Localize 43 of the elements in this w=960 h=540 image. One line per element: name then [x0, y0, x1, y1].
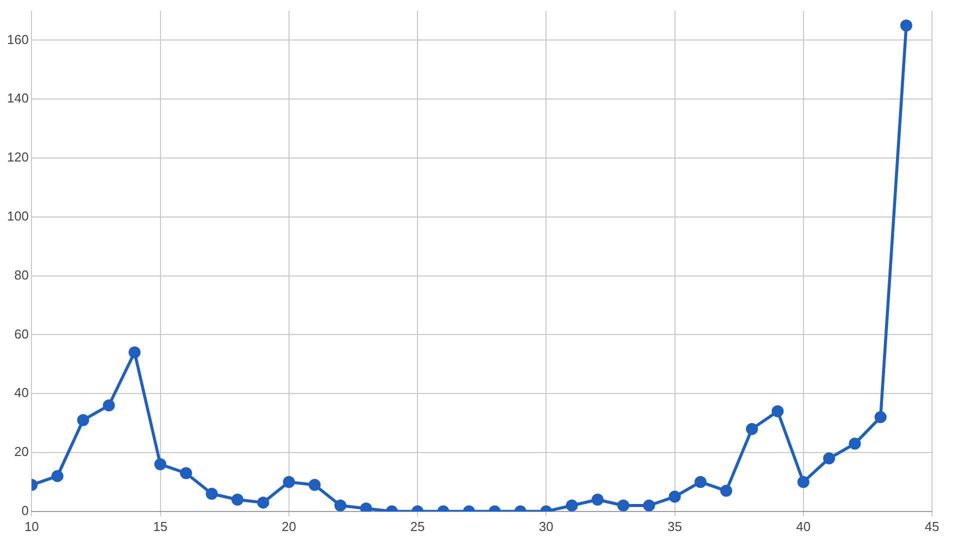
point — [848, 438, 861, 450]
x-tick-label: 35 — [668, 518, 682, 534]
point — [282, 476, 295, 488]
point — [257, 496, 270, 509]
point — [900, 20, 912, 32]
y-tick-label: 140 — [6, 90, 29, 106]
point — [592, 494, 604, 506]
point — [746, 422, 758, 435]
point — [823, 452, 836, 464]
point — [694, 476, 706, 488]
y-tick-label: 120 — [6, 150, 29, 165]
point — [128, 346, 141, 358]
point — [154, 458, 166, 470]
y-tick-label: 160 — [6, 32, 29, 47]
y-tick-label: 0 — [21, 502, 29, 518]
y-tick-label: 80 — [14, 267, 29, 282]
point — [102, 399, 115, 412]
point — [334, 500, 346, 512]
point — [180, 467, 192, 480]
y-tick-label: 60 — [14, 326, 29, 342]
point — [617, 500, 630, 512]
point — [668, 490, 681, 503]
x-tick-label: 25 — [410, 518, 425, 534]
point — [720, 484, 732, 497]
point — [51, 470, 64, 482]
point — [566, 500, 578, 512]
point — [206, 488, 218, 500]
y-tick-label: 100 — [6, 208, 29, 224]
point — [772, 405, 784, 418]
point — [231, 494, 244, 506]
x-tick-label: 40 — [796, 518, 811, 534]
point — [77, 414, 90, 426]
point — [643, 500, 656, 512]
y-tick-label: 40 — [14, 385, 29, 400]
x-tick-label: 45 — [924, 518, 940, 534]
point — [308, 478, 321, 491]
point — [874, 411, 887, 424]
x-tick-label: 15 — [153, 518, 168, 534]
y-tick-label: 20 — [14, 444, 29, 460]
point — [797, 476, 810, 488]
x-tick-label: 30 — [538, 518, 554, 534]
x-tick-label: 20 — [282, 518, 296, 534]
x-tick-label: 10 — [24, 518, 39, 534]
